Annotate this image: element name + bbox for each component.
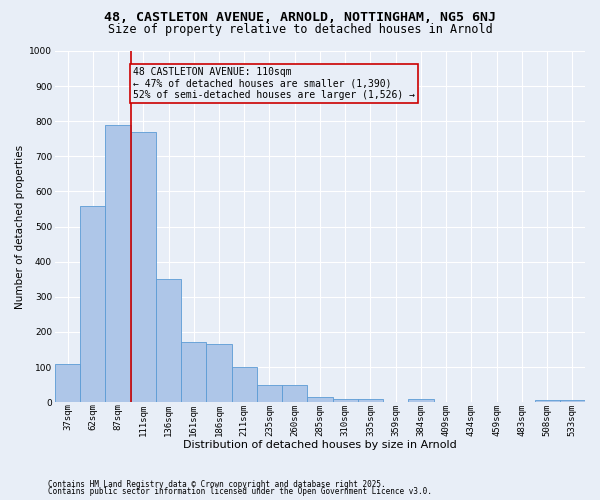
Bar [106,125,131,402]
Bar [409,398,434,402]
X-axis label: Distribution of detached houses by size in Arnold: Distribution of detached houses by size … [183,440,457,450]
Bar [307,397,332,402]
Text: Size of property relative to detached houses in Arnold: Size of property relative to detached ho… [107,22,493,36]
Bar [535,400,560,402]
Bar [181,342,206,402]
Bar [232,367,257,402]
Bar [358,398,383,402]
Text: Contains HM Land Registry data © Crown copyright and database right 2025.: Contains HM Land Registry data © Crown c… [48,480,386,489]
Text: 48, CASTLETON AVENUE, ARNOLD, NOTTINGHAM, NG5 6NJ: 48, CASTLETON AVENUE, ARNOLD, NOTTINGHAM… [104,11,496,24]
Bar [156,280,181,402]
Text: Contains public sector information licensed under the Open Government Licence v3: Contains public sector information licen… [48,487,432,496]
Bar [332,398,358,402]
Bar [131,132,156,402]
Bar [80,206,106,402]
Bar [257,384,282,402]
Bar [560,400,585,402]
Bar [55,364,80,402]
Text: 48 CASTLETON AVENUE: 110sqm
← 47% of detached houses are smaller (1,390)
52% of : 48 CASTLETON AVENUE: 110sqm ← 47% of det… [133,67,415,100]
Y-axis label: Number of detached properties: Number of detached properties [15,144,25,308]
Bar [282,384,307,402]
Bar [206,344,232,402]
